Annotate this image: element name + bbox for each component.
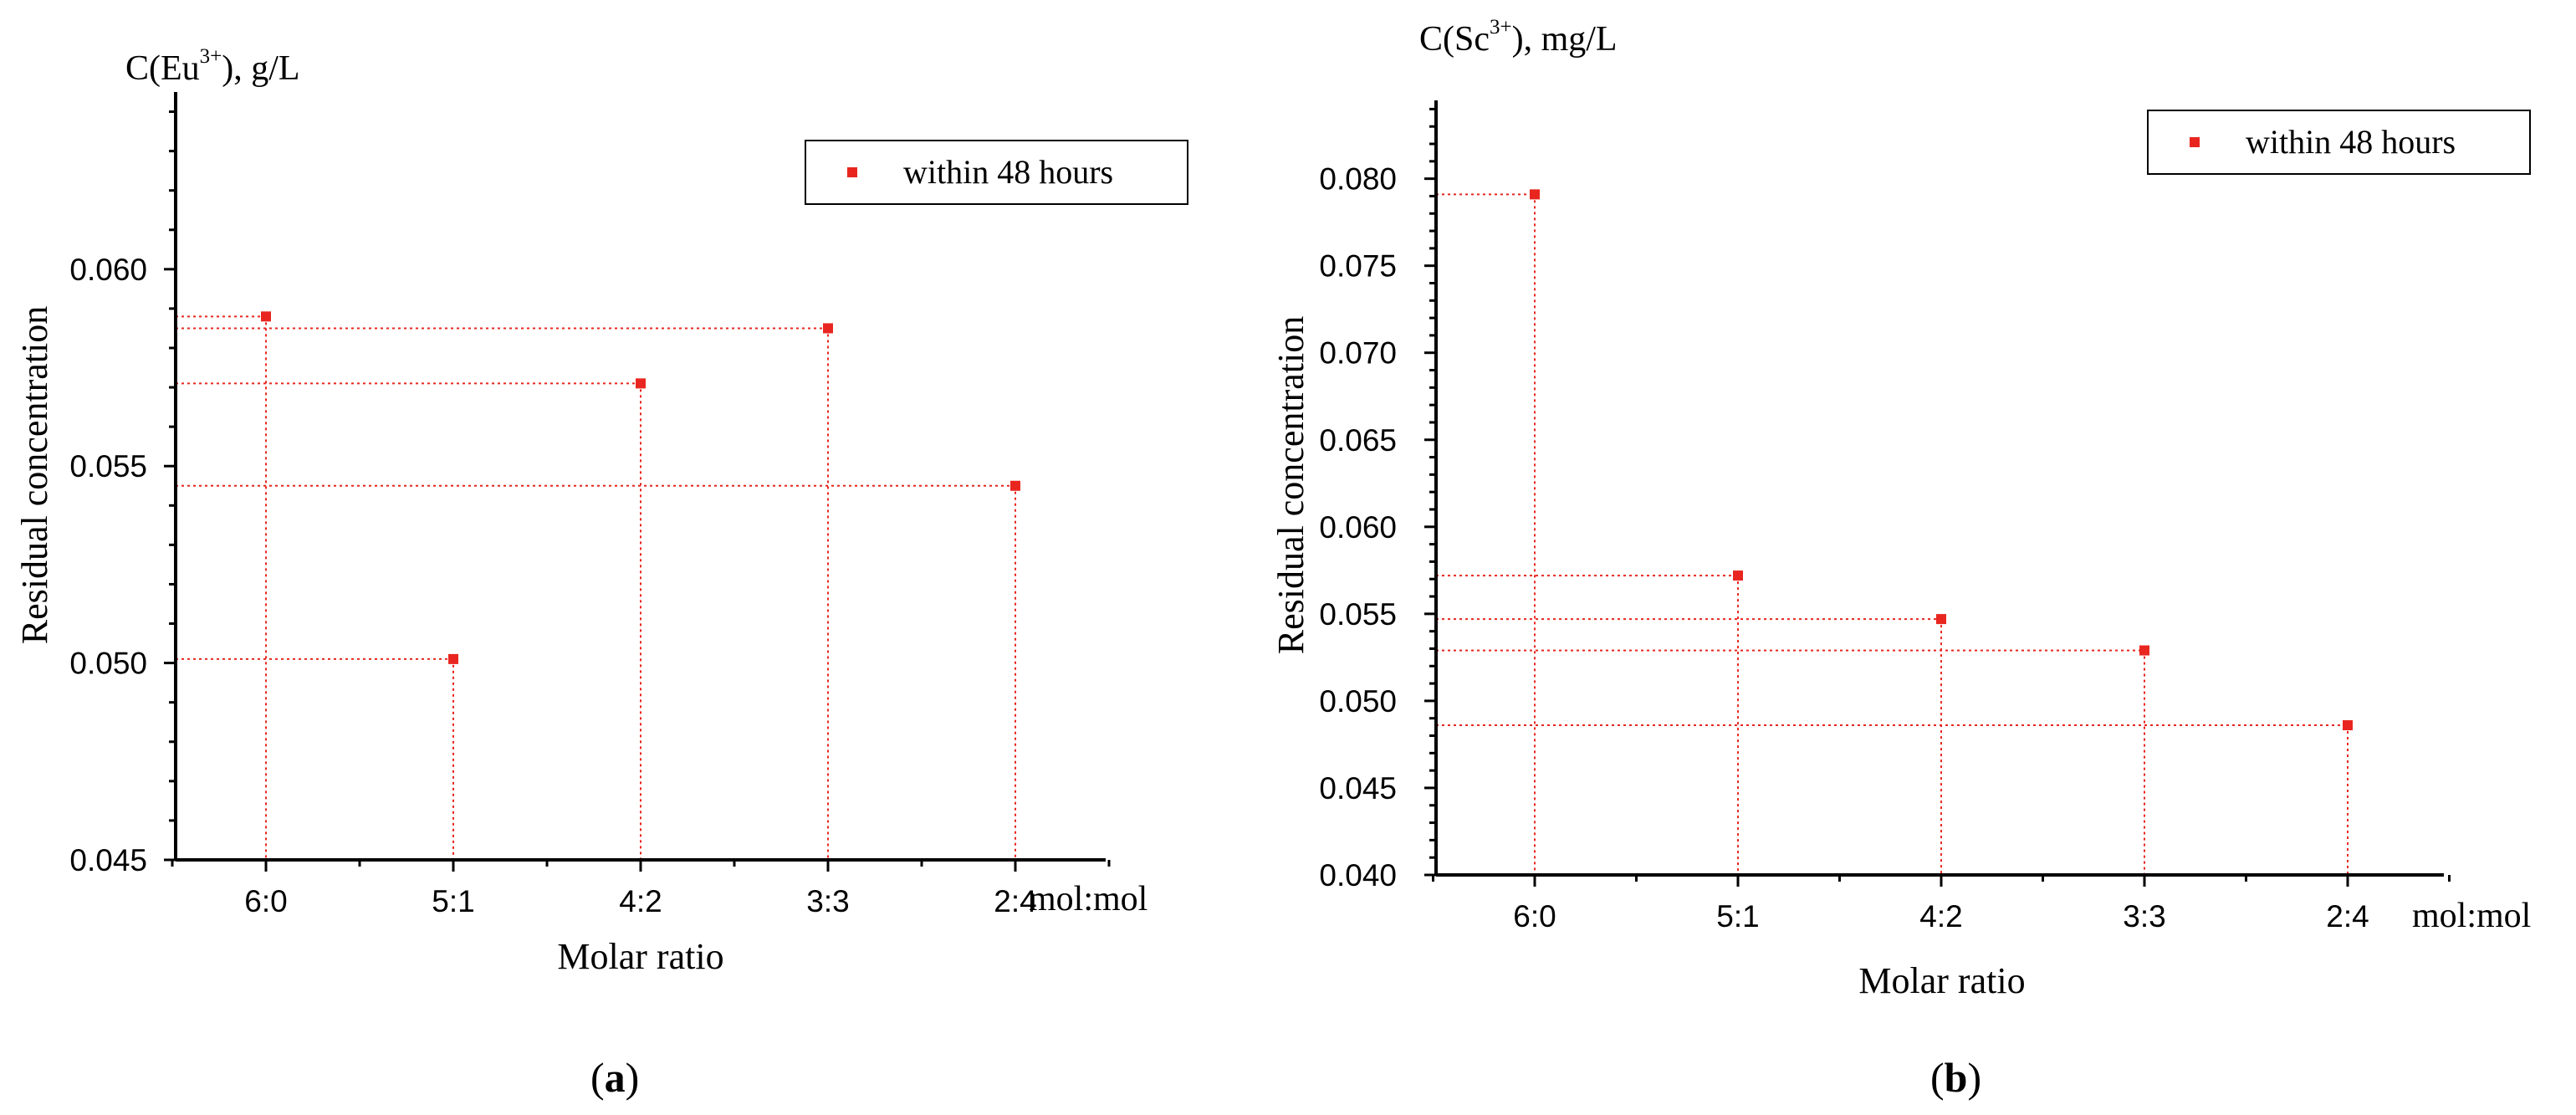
x-unit-label: mol:mol [2412,897,2531,935]
panel-caption-letter: a [605,1054,626,1101]
legend-label: within 48 hours [2246,123,2456,161]
chart-panel-b: 0.040 0.045 0.050 0.055 0.060 0.065 0.070 0.075… [1270,16,2531,1101]
y-tick-label: 0.060 [1319,510,1397,545]
data-point [1936,614,1946,625]
data-point [1010,480,1020,491]
y-tick-label: 0.080 [1319,162,1397,197]
y-unit-prefix: C(Sc [1419,20,1490,59]
data-point [2139,645,2149,656]
data-point [823,323,833,334]
x-tick-label: 4:2 [1919,899,1962,933]
legend-label: within 48 hours [903,153,1113,191]
legend: within 48 hours [805,140,1188,205]
y-tick-label: 0.075 [1319,249,1397,284]
data-point [1530,189,1540,200]
x-tick-label: 6:0 [1513,899,1556,933]
y-unit-suffix: ), g/L [222,49,299,88]
y-tick-label: 0.050 [1319,684,1397,719]
legend-box [805,140,1188,205]
y-tick-label: 0.055 [69,449,147,483]
y-tick-label: 0.045 [69,843,147,877]
y-unit-suffix: ), mg/L [1512,20,1618,59]
y-tick-label: 0.045 [1319,771,1397,806]
y-tick-label: 0.065 [1319,423,1397,458]
y-tick-label: 0.060 [69,253,147,287]
x-tick-label: 4:2 [619,884,662,918]
x-tick-label: 5:1 [1716,899,1759,933]
x-tick-label: 5:1 [432,884,474,918]
y-unit-label: C(Sc3+), mg/L [1419,16,1618,59]
chart-panel-a: 0.045 0.050 0.055 0.060 6:0 5:1 4:2 3:3 2:4 C(Eu3… [14,45,1188,1101]
data-point [636,378,646,389]
x-axis-title: Molar ratio [1858,960,2025,1001]
panel-caption-letter: b [1945,1054,1968,1101]
y-unit-superscript: 3+ [200,45,222,68]
data-point [448,653,458,664]
x-unit-label: mol:mol [1029,880,1147,918]
y-tick-label: 0.050 [69,647,147,681]
data-point [1733,570,1743,581]
panel-caption: (b) [1930,1054,1981,1101]
data-point [261,311,271,322]
legend-marker [2190,137,2200,147]
y-axis-title: Residual concentration [1270,316,1311,654]
x-tick-label: 6:0 [244,884,287,918]
x-tick-label: 2:4 [994,884,1036,918]
y-tick-label: 0.055 [1319,597,1397,632]
data-point [2343,720,2353,731]
x-axis-title: Molar ratio [557,936,723,977]
panel-caption: (a) [590,1054,639,1101]
legend-marker [847,167,857,177]
y-axis-title: Residual concentration [14,306,55,644]
y-unit-superscript: 3+ [1490,16,1512,38]
x-tick-label: 2:4 [2326,899,2369,933]
legend: within 48 hours [2147,110,2531,175]
legend-box [2147,110,2531,175]
y-unit-label: C(Eu3+), g/L [125,45,300,88]
y-tick-label: 0.040 [1319,858,1397,893]
x-tick-label: 3:3 [806,884,849,918]
x-tick-label: 3:3 [2123,899,2165,933]
y-tick-label: 0.070 [1319,336,1397,371]
y-unit-prefix: C(Eu [125,49,200,88]
